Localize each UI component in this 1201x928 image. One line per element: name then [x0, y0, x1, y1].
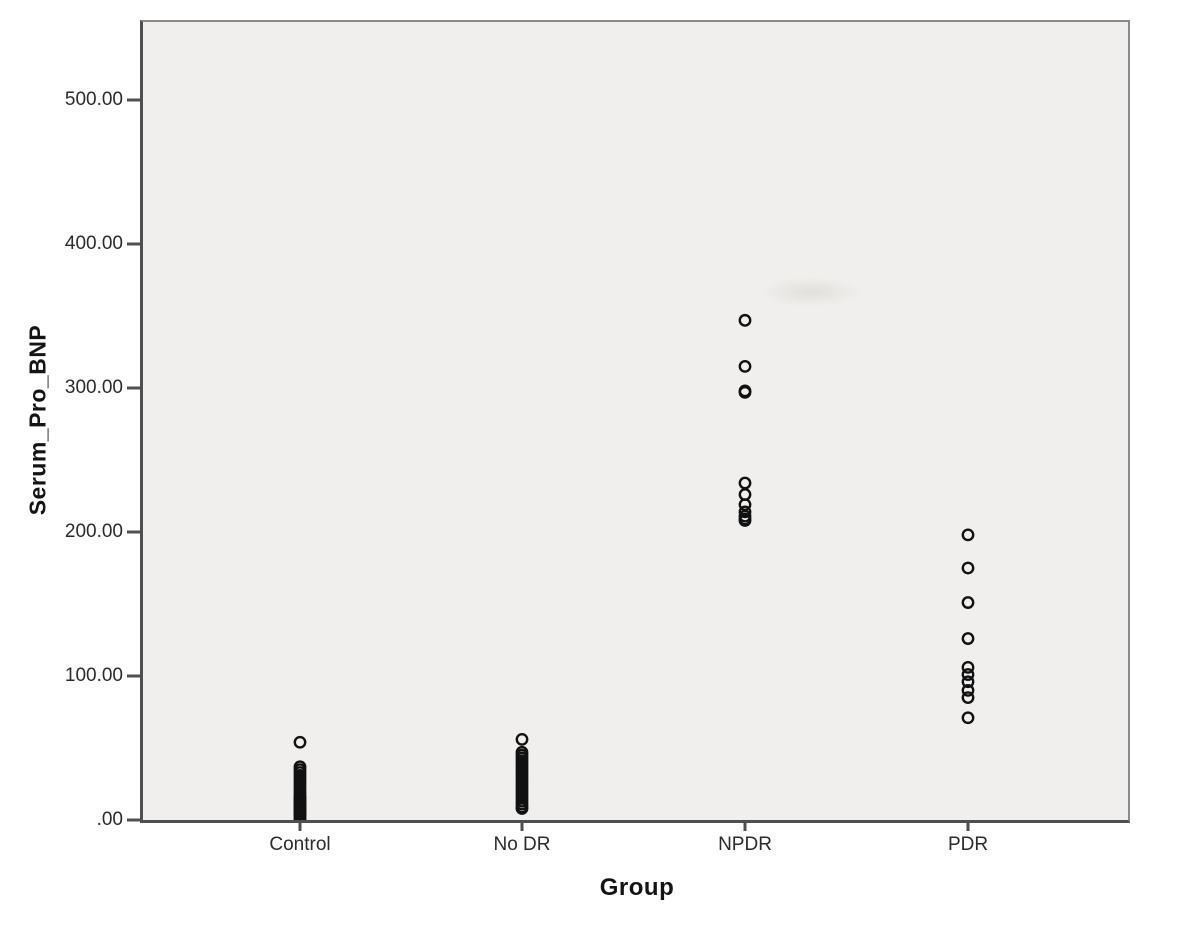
y-tick-mark [127, 242, 140, 246]
y-tick-mark [127, 818, 140, 822]
scatter-points-layer [293, 313, 975, 820]
scatter-point [961, 596, 975, 609]
scatter-point [961, 668, 975, 681]
x-tick-mark [743, 823, 747, 831]
y-tick-label: 100.00 [64, 665, 123, 686]
x-axis-title: Group [599, 874, 675, 901]
scatter-point [515, 802, 529, 815]
y-tick-mark [127, 386, 140, 390]
x-tick-mark [966, 823, 970, 831]
scatter-point [961, 561, 975, 575]
y-tick-label: 500.00 [64, 89, 123, 110]
y-tick-label: .00 [96, 809, 123, 830]
y-tick-mark [127, 98, 140, 102]
y-axis-title: Serum_Pro_BNP [24, 324, 51, 516]
x-tick-label: No DR [493, 834, 551, 855]
scatter-point [738, 313, 752, 327]
scatter-point [961, 711, 975, 725]
scatter-point [738, 476, 752, 490]
scatter-point [961, 675, 975, 689]
scatter-point [961, 684, 975, 697]
y-tick-label: 400.00 [64, 233, 123, 254]
scatter-point [738, 385, 752, 399]
scatter-point [961, 528, 975, 542]
y-tick-mark [127, 674, 140, 678]
scatter-point [961, 632, 975, 645]
scatter-point [961, 660, 975, 674]
scatter-point [738, 514, 752, 527]
y-tick-label: 300.00 [64, 377, 123, 398]
scatter-point [738, 488, 752, 501]
y-tick-mark [127, 530, 140, 534]
scatter-point [738, 359, 752, 373]
y-tick-label: 200.00 [64, 521, 123, 542]
x-tick-mark [298, 823, 302, 831]
plot-area [140, 20, 1130, 823]
x-tick-label: NPDR [718, 834, 772, 855]
x-tick-label: PDR [947, 834, 989, 855]
scatter-point [961, 691, 975, 704]
x-tick-mark [520, 823, 524, 831]
scatter-point [515, 732, 529, 746]
x-tick-label: Control [269, 834, 331, 855]
scatter-point [293, 735, 307, 749]
scatter-point [738, 505, 752, 519]
